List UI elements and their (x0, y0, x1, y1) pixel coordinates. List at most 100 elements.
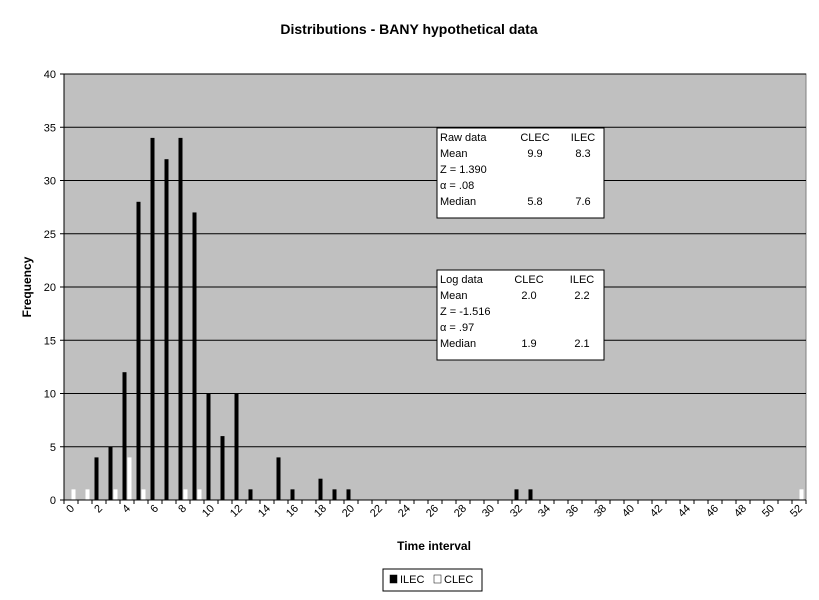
bar-ilec-3 (108, 446, 113, 500)
x-tick-label: 20 (340, 503, 357, 520)
x-tick-label: 10 (200, 503, 217, 520)
bar-ilec-5 (136, 201, 141, 501)
raw-data-box-cell: 7.6 (575, 196, 590, 208)
raw-data-box-cell: 5.8 (527, 196, 542, 208)
raw-data-box-cell: Raw data (440, 132, 487, 144)
legend-frame (382, 568, 483, 592)
x-tick-label: 18 (312, 503, 329, 520)
gridlines (64, 73, 806, 448)
raw-data-box: Raw data CLEC ILEC Mean 9.9 8.3 Z = 1.390 α = .… (436, 127, 605, 219)
x-tick-label: 4 (120, 503, 133, 516)
y-axis-title: Frequency (20, 256, 34, 317)
legend-swatch-clec (433, 574, 442, 584)
log-data-box-cell: 2.2 (574, 290, 589, 302)
bar-ilec-8 (178, 137, 183, 500)
bar-ilec-19 (332, 489, 337, 500)
bars (71, 137, 804, 501)
y-tick-label: 35 (44, 122, 56, 134)
bar-clec-9 (197, 489, 202, 500)
y-tick-label: 25 (44, 229, 56, 241)
x-tick-labels: 0 2 4 6 8 10 12 14 16 18 20 22 24 26 28 30 32 34 36 38 40 42 4… (63, 500, 807, 520)
bar-ilec-2 (94, 457, 99, 500)
stat-annotations: Raw data CLEC ILEC Mean 9.9 8.3 Z = 1.390 α = .… (436, 127, 605, 361)
x-tick-label: 46 (704, 503, 721, 520)
x-tick-label: 8 (176, 503, 189, 516)
bar-clec-1 (85, 489, 90, 500)
log-data-box-cell: 2.1 (574, 338, 589, 350)
raw-data-box-cell: Mean (440, 148, 468, 160)
x-tick-label: 2 (92, 503, 105, 516)
x-tick-label: 26 (424, 503, 441, 520)
log-data-box: Log data CLEC ILEC Mean 2.0 2.2 Z = -1.516 α = … (436, 269, 605, 361)
x-tick-label: 6 (148, 503, 161, 516)
x-tick-label: 48 (732, 503, 749, 520)
y-tick-label: 40 (44, 69, 56, 81)
bar-clec-4 (127, 457, 132, 500)
bar-ilec-33 (528, 489, 533, 500)
x-tick-label: 24 (396, 503, 413, 520)
raw-data-box-cell: 9.9 (527, 148, 542, 160)
chart-title: Distributions - BANY hypothetical data (280, 21, 537, 37)
raw-data-box-cell: Median (440, 196, 476, 208)
raw-data-box-cell: α = .08 (440, 180, 474, 192)
bar-clec-8 (183, 489, 188, 500)
x-tick-label: 32 (508, 503, 525, 520)
log-data-box-frame (436, 269, 605, 361)
bar-ilec-4 (122, 372, 127, 500)
bar-ilec-20 (346, 489, 351, 500)
raw-data-box-cell: 8.3 (575, 148, 590, 160)
raw-data-box-cell: Z = 1.390 (440, 164, 487, 176)
legend-label-ilec: ILEC (400, 574, 425, 586)
bar-ilec-7 (164, 159, 169, 500)
x-axis-title: Time interval (397, 539, 471, 553)
x-tick-label: 22 (368, 503, 385, 520)
legend-label-clec: CLEC (444, 574, 473, 586)
y-tick-label: 10 (44, 389, 56, 401)
log-data-box-cell: CLEC (514, 274, 543, 286)
legend-swatch-ilec (389, 574, 398, 584)
bar-ilec-15 (276, 457, 281, 500)
bar-clec-5 (141, 489, 146, 500)
x-tick-label: 42 (648, 503, 665, 520)
x-tick-label: 38 (592, 503, 609, 520)
log-data-box-cell: Z = -1.516 (440, 306, 490, 318)
bar-ilec-32 (514, 489, 519, 500)
bar-ilec-10 (206, 393, 211, 500)
x-tick-label: 50 (760, 503, 777, 520)
bar-clec-0 (71, 489, 76, 500)
x-tick-label: 36 (564, 503, 581, 520)
bar-ilec-13 (248, 489, 253, 500)
bar-ilec-12 (234, 393, 239, 500)
x-tick-label: 16 (284, 503, 301, 520)
bar-ilec-16 (290, 489, 295, 500)
bar-clec-3 (113, 489, 118, 500)
x-tick-label: 34 (536, 503, 553, 520)
bar-clec-52 (799, 489, 804, 500)
raw-data-box-cell: ILEC (571, 132, 596, 144)
x-tick-label: 0 (64, 503, 77, 516)
y-tick-label: 5 (50, 442, 56, 454)
raw-data-box-cell: CLEC (520, 132, 549, 144)
x-tick-label: 28 (452, 503, 469, 520)
x-tick-label: 44 (676, 503, 693, 520)
y-tick-labels: 0 5 10 15 20 25 30 35 40 (44, 69, 64, 507)
log-data-box-cell: 2.0 (521, 290, 536, 302)
y-tick-label: 30 (44, 176, 56, 188)
y-tick-label: 20 (44, 282, 56, 294)
x-tick-label: 12 (228, 503, 245, 520)
bar-ilec-11 (220, 436, 225, 500)
log-data-box-cell: Log data (440, 274, 484, 286)
x-tick-label: 14 (256, 503, 273, 520)
log-data-box-cell: 1.9 (521, 338, 536, 350)
raw-data-box-frame (436, 127, 605, 219)
log-data-box-cell: ILEC (570, 274, 595, 286)
x-tick-label: 52 (788, 503, 805, 520)
bar-ilec-6 (150, 137, 155, 500)
x-tick-label: 40 (620, 503, 637, 520)
log-data-box-cell: Median (440, 338, 476, 350)
x-tick-label: 30 (480, 503, 497, 520)
bar-ilec-18 (318, 478, 323, 500)
bar-ilec-9 (192, 212, 197, 500)
log-data-box-cell: α = .97 (440, 322, 474, 334)
